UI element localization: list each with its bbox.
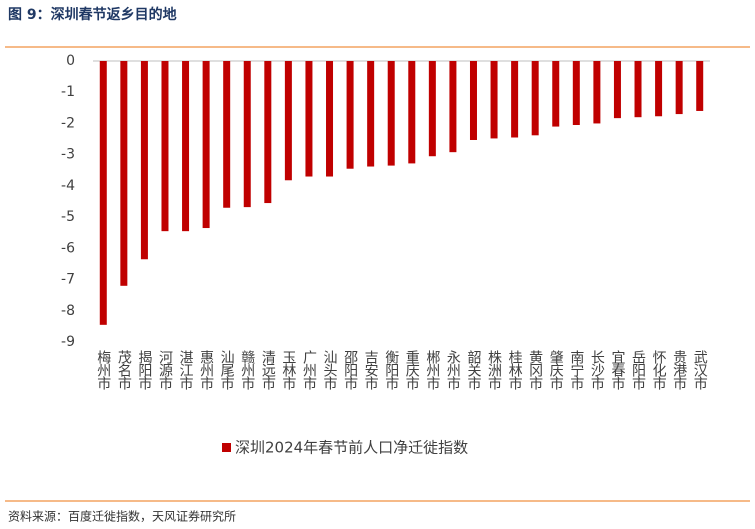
bar (182, 61, 190, 232)
x-tick-label: 韶关市 (465, 350, 481, 390)
x-tick-label: 肇庆市 (548, 350, 564, 390)
bar (531, 61, 539, 136)
x-tick-label: 汕尾市 (219, 350, 235, 390)
x-tick-label: 武汉市 (692, 350, 708, 390)
bar (572, 61, 580, 126)
bar (284, 61, 292, 181)
x-tick-label: 茂名市 (116, 349, 132, 390)
bar (511, 61, 519, 138)
y-tick-label: -8 (61, 303, 75, 319)
x-tick-label: 清远市 (260, 350, 276, 390)
bar (387, 61, 395, 166)
y-tick-label: 0 (66, 53, 75, 69)
x-tick-label: 梅州市 (95, 350, 111, 390)
legend-label: 深圳2024年春节前人口净迁徙指数 (235, 439, 468, 457)
x-tick-label: 桂林市 (507, 350, 523, 390)
bar (634, 61, 642, 118)
source-note: 资料来源：百度迁徙指数，天风证券研究所 (8, 509, 236, 524)
x-tick-label: 株洲市 (486, 350, 502, 390)
chart-title: 图 9：深圳春节返乡目的地 (8, 6, 177, 23)
bar (593, 61, 601, 124)
bar (469, 61, 477, 140)
bar (490, 61, 498, 139)
x-tick-label: 吉安市 (363, 350, 379, 390)
x-tick-label: 衡阳市 (383, 350, 399, 390)
x-tick-label: 邵阳市 (342, 350, 358, 390)
bar (408, 61, 416, 164)
x-tick-label: 汕头市 (322, 350, 338, 390)
x-tick-label: 怀化市 (651, 350, 667, 390)
bar (655, 61, 663, 117)
x-tick-label: 揭阳市 (136, 350, 152, 390)
bar (223, 61, 231, 208)
y-tick-label: -1 (61, 84, 75, 100)
y-tick-label: -2 (61, 115, 75, 131)
bar (326, 61, 334, 177)
y-tick-label: -3 (61, 147, 75, 163)
x-tick-label: 赣州市 (239, 350, 255, 390)
bar (99, 61, 107, 325)
bar (161, 61, 169, 232)
bar (552, 61, 560, 127)
bar (449, 61, 457, 153)
x-tick-label: 郴州市 (424, 350, 440, 390)
bar (243, 61, 251, 208)
bar (696, 61, 704, 111)
x-tick-label: 黄冈市 (527, 349, 543, 390)
x-tick-label: 长沙市 (589, 350, 605, 390)
bar (428, 61, 436, 157)
x-tick-label: 南宁市 (568, 350, 584, 390)
bar (305, 61, 313, 177)
bar (264, 61, 272, 204)
x-tick-label: 宜春市 (609, 350, 625, 390)
bar (675, 61, 683, 115)
x-tick-label: 岳阳市 (630, 350, 646, 390)
bar (367, 61, 375, 167)
x-tick-label: 广州市 (301, 350, 317, 390)
x-tick-label: 玉林市 (280, 350, 296, 390)
bar (140, 61, 148, 260)
bar (120, 61, 128, 286)
y-tick-label: -7 (61, 272, 75, 288)
y-tick-label: -9 (61, 334, 75, 350)
y-tick-label: -6 (61, 240, 75, 256)
y-tick-label: -5 (61, 209, 75, 225)
x-tick-label: 永州市 (445, 350, 461, 390)
x-tick-label: 贵港市 (671, 350, 687, 390)
x-tick-label: 重庆市 (404, 350, 420, 390)
bar (613, 61, 621, 119)
y-tick-label: -4 (61, 178, 75, 194)
x-tick-label: 惠州市 (198, 350, 214, 390)
bar (346, 61, 354, 169)
x-tick-label: 河源市 (157, 350, 173, 390)
legend-swatch (222, 443, 231, 452)
x-tick-label: 湛江市 (178, 350, 194, 390)
bar (202, 61, 210, 229)
